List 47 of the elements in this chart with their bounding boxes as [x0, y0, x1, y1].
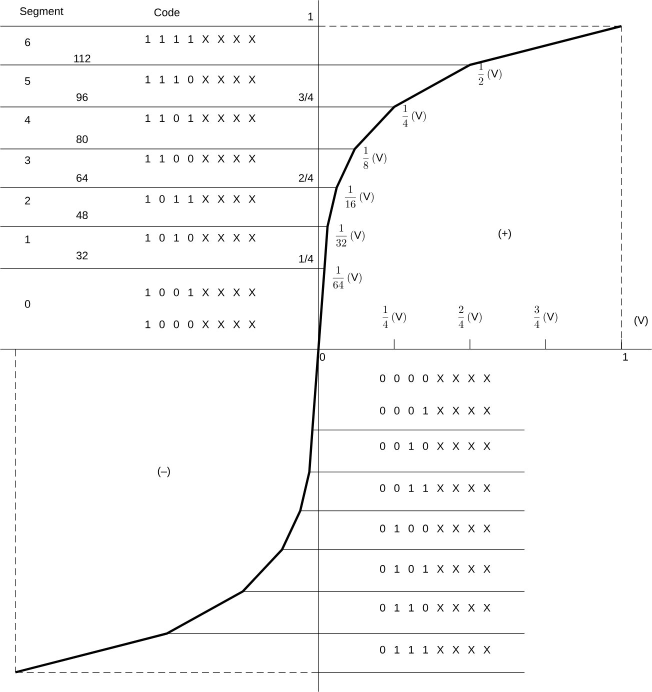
annotation: (V)	[634, 316, 648, 326]
annotation: 1 0 1 0 X X X X	[146, 234, 256, 242]
annotation: $\frac{1}{32}\,(\mathrm{V})$	[336, 224, 364, 247]
annotation: 80	[76, 135, 88, 144]
annotation: Code	[154, 8, 180, 16]
annotation: $\frac{2}{4}\,(\mathrm{V})$	[458, 306, 482, 328]
annotation: 64	[76, 174, 88, 182]
annotation: 96	[76, 93, 88, 102]
annotation: 6	[25, 38, 30, 46]
annotation: $\frac{1}{4}\,(\mathrm{V})$	[402, 104, 426, 127]
annotation: 3	[24, 156, 30, 164]
annotation: $\frac{3}{4}\,(\mathrm{V})$	[534, 306, 558, 328]
annotation: 5	[24, 77, 30, 85]
annotation: $\frac{1}{64}\,(\mathrm{V})$	[332, 266, 362, 289]
annotation: 112	[74, 54, 90, 62]
y-tick-label: 1	[308, 12, 314, 20]
annotation: 1 0 0 0 X X X X	[146, 320, 256, 328]
annotation: 1 1 0 0 X X X X	[146, 154, 256, 162]
annotation: 1 0 1 1 X X X X	[146, 195, 256, 203]
annotation: (–)	[158, 466, 170, 478]
annotation: 1 1 1 1 X X X X	[146, 35, 256, 43]
annotation: 0 0 0 1 X X X X	[380, 406, 490, 414]
annotation: 0 0 0 0 X X X X	[380, 374, 490, 382]
y-tick-label: 2/4	[298, 174, 314, 182]
annotation: $\frac{1}{8}\,(\mathrm{V})$	[363, 146, 386, 170]
annotation: 48	[76, 211, 88, 220]
annotation: 4	[24, 116, 30, 124]
annotation: $\frac{1}{4}\,(\mathrm{V})$	[382, 306, 406, 328]
annotation: 0 0 1 0 X X X X	[380, 442, 490, 450]
annotation: $\frac{1}{16}\,(\mathrm{V})$	[344, 185, 374, 208]
annotation: 0 1 0 0 X X X X	[380, 524, 490, 532]
annotation: $\frac{1}{2}\,(\mathrm{V})$	[478, 62, 502, 85]
annotation: 0 0 1 1 X X X X	[380, 484, 490, 492]
annotation: (+)	[498, 229, 511, 240]
annotation: 1 0 0 1 X X X X	[146, 288, 256, 296]
annotation: 32	[76, 252, 88, 260]
annotation: 0	[24, 300, 30, 308]
annotation: 1	[25, 236, 30, 244]
annotation: Segment	[20, 7, 64, 18]
annotation: 0 1 1 1 X X X X	[380, 646, 490, 654]
y-tick-label: 3/4	[298, 93, 314, 102]
annotation: 1 1 0 1 X X X X	[146, 114, 256, 122]
annotation: 0 1 0 1 X X X X	[380, 565, 490, 573]
y-tick-label: 1/4	[299, 254, 314, 263]
annotation: 2	[25, 196, 30, 204]
annotation: 0 1 1 0 X X X X	[380, 604, 490, 612]
annotation: 1 1 1 0 X X X X	[146, 76, 256, 84]
